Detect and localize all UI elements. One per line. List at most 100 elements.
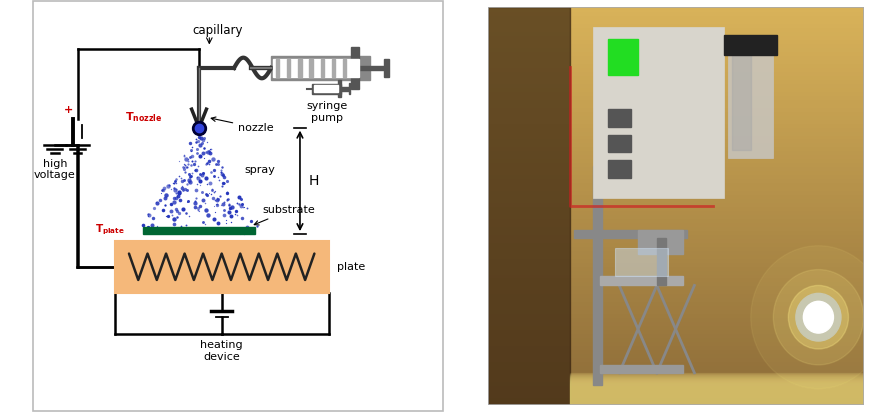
Bar	[571, 376, 864, 405]
Bar	[488, 388, 864, 393]
Bar	[488, 377, 864, 381]
Bar	[571, 375, 864, 405]
Bar	[488, 293, 864, 297]
Bar	[488, 400, 864, 405]
Bar	[488, 229, 864, 234]
Bar	[488, 257, 864, 262]
Bar	[488, 309, 864, 313]
Bar	[488, 94, 864, 99]
Circle shape	[751, 246, 874, 389]
Bar	[488, 218, 864, 222]
Bar	[114, 241, 329, 293]
Bar	[488, 265, 864, 269]
Bar	[309, 59, 313, 77]
Text: nozzle: nozzle	[212, 117, 274, 133]
Circle shape	[773, 269, 864, 365]
Circle shape	[808, 306, 829, 328]
Bar	[488, 7, 864, 12]
Bar	[488, 384, 864, 389]
Bar	[341, 87, 349, 91]
Bar	[488, 301, 864, 305]
Bar	[488, 150, 864, 154]
Text: capillary: capillary	[192, 24, 243, 37]
Bar	[657, 238, 666, 286]
Bar	[488, 329, 864, 333]
Bar	[488, 182, 864, 186]
Bar	[488, 241, 864, 246]
Bar	[571, 380, 864, 405]
Bar	[488, 344, 864, 349]
Bar	[488, 261, 864, 266]
Bar	[338, 80, 341, 97]
Bar	[488, 146, 864, 150]
Bar	[488, 186, 864, 190]
Bar	[488, 70, 864, 75]
Bar	[488, 63, 864, 67]
Bar	[571, 384, 864, 405]
Bar	[488, 234, 864, 238]
Bar	[488, 47, 864, 51]
Bar	[488, 249, 864, 254]
Text: $\mathbf{T}_{\mathbf{plate}}$: $\mathbf{T}_{\mathbf{plate}}$	[95, 223, 125, 237]
Bar	[488, 11, 864, 15]
Bar	[488, 201, 864, 206]
Bar	[488, 190, 864, 194]
Bar	[321, 59, 324, 77]
Bar	[298, 59, 302, 77]
Bar	[488, 154, 864, 158]
Bar	[488, 31, 864, 35]
Bar	[488, 305, 864, 309]
Bar	[488, 134, 864, 138]
Bar	[488, 82, 864, 87]
Bar	[488, 392, 864, 397]
Bar	[571, 379, 864, 405]
Circle shape	[798, 295, 839, 339]
Bar	[488, 174, 864, 178]
Text: syringe
pump: syringe pump	[306, 101, 347, 122]
Bar	[488, 396, 864, 400]
Bar	[488, 102, 864, 107]
Bar	[488, 372, 864, 377]
Bar	[488, 225, 864, 230]
Text: H: H	[309, 174, 319, 188]
Bar	[488, 118, 864, 123]
Bar	[488, 166, 864, 170]
Bar	[488, 281, 864, 286]
Bar	[488, 114, 864, 119]
Bar	[488, 333, 864, 337]
Bar	[571, 373, 864, 405]
Bar	[593, 166, 602, 385]
Bar	[488, 285, 864, 289]
Bar	[571, 386, 864, 405]
Circle shape	[788, 286, 849, 349]
Text: heating
device: heating device	[200, 340, 243, 361]
Bar	[488, 142, 864, 146]
Bar	[488, 27, 864, 31]
Bar	[600, 365, 683, 373]
Bar	[488, 35, 864, 39]
Bar	[488, 237, 864, 242]
Bar	[488, 162, 864, 166]
Bar	[488, 222, 864, 226]
Bar	[571, 382, 864, 405]
Bar	[725, 35, 777, 55]
Bar	[638, 230, 683, 254]
Circle shape	[805, 303, 831, 331]
Bar	[312, 84, 341, 94]
Bar	[488, 79, 864, 83]
Bar	[732, 55, 751, 150]
Bar	[488, 325, 864, 329]
Bar	[488, 87, 864, 91]
Bar	[488, 349, 864, 353]
Bar	[488, 341, 864, 345]
Text: $\mathbf{T}_{\mathbf{nozzle}}$: $\mathbf{T}_{\mathbf{nozzle}}$	[125, 110, 162, 124]
Bar	[488, 178, 864, 182]
Bar	[600, 276, 683, 286]
Bar	[488, 51, 864, 55]
Bar	[608, 134, 630, 152]
Bar	[571, 378, 864, 405]
Bar	[488, 365, 864, 369]
Bar	[571, 386, 864, 405]
Bar	[571, 381, 864, 405]
Bar	[488, 198, 864, 202]
